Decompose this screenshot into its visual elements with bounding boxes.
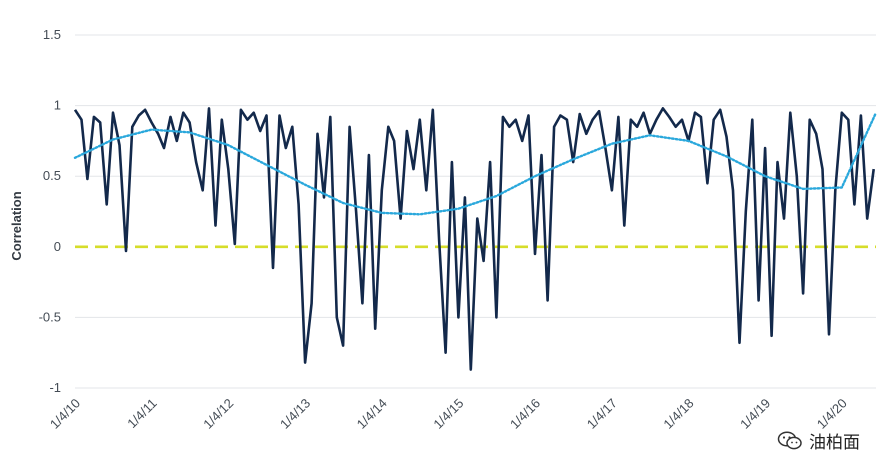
- y-tick-labels: 1.5 1 0.5 0 -0.5 -1: [39, 27, 61, 395]
- y-axis-label: Correlation: [9, 191, 24, 260]
- x-tick-label: 1/4/14: [354, 396, 390, 432]
- correlation-line: [73, 107, 875, 371]
- x-tick-label: 1/4/19: [737, 396, 773, 432]
- x-tick-label: 1/4/11: [124, 396, 159, 431]
- x-tick-label: 1/4/10: [47, 396, 83, 432]
- x-tick-label: 1/4/16: [507, 396, 543, 432]
- y-tick-label: 1: [54, 98, 61, 113]
- y-tick-label: 0.5: [43, 168, 61, 183]
- y-tick-label: -0.5: [39, 309, 61, 324]
- watermark-text: 油柏面: [809, 433, 860, 453]
- series-lines: [73, 107, 878, 371]
- x-tick-label: 1/4/13: [277, 396, 313, 432]
- x-tick-label: 1/4/17: [584, 396, 620, 432]
- y-tick-label: 0: [54, 239, 61, 254]
- x-tick-label: 1/4/18: [660, 396, 696, 432]
- y-tick-label: 1.5: [43, 27, 61, 42]
- y-tick-label: -1: [49, 380, 61, 395]
- trend-line: [73, 111, 878, 216]
- grid-lines: [75, 34, 876, 389]
- x-tick-label: 1/4/12: [200, 396, 236, 432]
- x-tick-label: 1/4/20: [814, 396, 850, 432]
- x-tick-labels: 1/4/10 1/4/11 1/4/12 1/4/13 1/4/14 1/4/15 1/4/…: [47, 396, 850, 432]
- watermark: 油柏面: [777, 428, 860, 453]
- wechat-icon: [777, 430, 802, 449]
- x-tick-label: 1/4/15: [430, 396, 466, 432]
